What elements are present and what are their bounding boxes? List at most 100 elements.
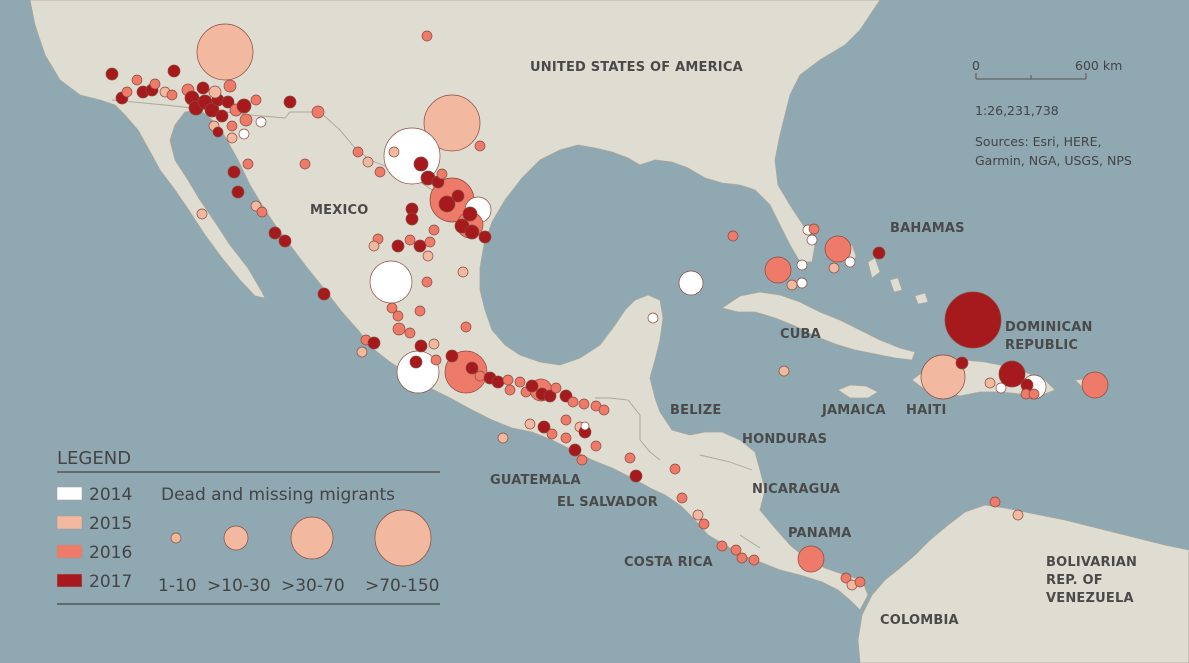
incident-marker <box>283 95 297 109</box>
incident-marker <box>422 250 434 262</box>
incident-marker <box>464 224 480 240</box>
incident-marker <box>998 360 1026 388</box>
incident-marker <box>567 396 579 408</box>
incident-marker <box>414 305 426 317</box>
incident-marker <box>474 370 486 382</box>
incident-marker <box>392 322 406 336</box>
incident-marker <box>525 379 539 393</box>
label-dominican-republic-line1: DOMINICAN <box>1005 320 1093 335</box>
land-south-america <box>857 504 1189 663</box>
incident-marker <box>445 349 459 363</box>
label-usa: UNITED STATES OF AMERICA <box>530 60 743 75</box>
incident-marker <box>421 276 433 288</box>
incident-marker <box>474 140 486 152</box>
incident-marker <box>560 414 572 426</box>
incident-marker <box>317 287 331 301</box>
incident-marker <box>367 336 381 350</box>
legend-size-marker-xlarge <box>374 509 432 567</box>
incident-marker <box>669 463 681 475</box>
incident-marker <box>828 262 840 274</box>
incident-marker <box>311 105 325 119</box>
label-colombia: COLOMBIA <box>880 613 959 628</box>
incident-marker <box>239 113 253 127</box>
incident-marker <box>167 64 181 78</box>
incident-marker <box>568 443 582 457</box>
incident-marker <box>256 206 268 218</box>
incident-marker <box>212 126 224 138</box>
scale-start-label: 0 <box>972 58 980 73</box>
incident-marker <box>537 420 551 434</box>
incident-marker <box>550 382 562 394</box>
incident-marker <box>560 432 572 444</box>
incident-marker <box>854 576 866 588</box>
incident-marker <box>404 234 416 246</box>
legend-title: LEGEND <box>57 448 131 469</box>
incident-marker <box>806 234 818 246</box>
incident-marker <box>580 421 590 431</box>
label-mexico: MEXICO <box>310 203 368 218</box>
legend-year-2016: 2016 <box>89 543 132 563</box>
incident-marker <box>268 226 282 240</box>
label-guatemala: GUATEMALA <box>490 473 581 488</box>
incident-marker <box>676 492 688 504</box>
incident-marker <box>698 518 710 530</box>
legend-swatch-2014 <box>56 486 83 501</box>
incident-marker <box>428 224 440 236</box>
legend-year-2017: 2017 <box>89 572 132 592</box>
incident-marker <box>383 127 441 185</box>
legend: LEGEND 2014 2015 2016 2017 Dead and miss… <box>56 448 440 605</box>
incident-marker <box>797 545 825 573</box>
land-jamaica <box>837 384 879 399</box>
incident-marker <box>405 212 419 226</box>
incident-marker <box>404 327 416 339</box>
label-el-salvador: EL SALVADOR <box>557 495 658 510</box>
incident-marker <box>131 74 143 86</box>
incident-marker <box>1028 388 1040 400</box>
incident-marker <box>368 240 380 252</box>
legend-subtitle: Dead and missing migrants <box>161 485 395 505</box>
land-cuba <box>721 291 916 361</box>
label-cuba: CUBA <box>780 327 821 342</box>
incident-marker <box>590 440 602 452</box>
incident-marker <box>647 312 659 324</box>
incident-marker <box>872 246 886 260</box>
legend-year-2015: 2015 <box>89 514 132 534</box>
incident-marker <box>221 95 235 109</box>
incident-marker <box>955 356 969 370</box>
label-haiti: HAITI <box>906 403 946 418</box>
label-dominican-republic-line2: REPUBLIC <box>1005 338 1078 353</box>
incident-marker <box>299 158 311 170</box>
incident-marker <box>692 509 704 521</box>
incident-marker <box>840 572 852 584</box>
scale-ratio: 1:26,231,738 <box>975 103 1059 118</box>
incident-marker <box>624 452 636 464</box>
incident-marker <box>424 236 436 248</box>
incident-marker <box>598 404 610 416</box>
incident-marker <box>413 239 427 253</box>
incident-marker <box>196 81 210 95</box>
incident-marker <box>546 428 558 440</box>
incident-marker <box>576 454 588 466</box>
incident-marker <box>578 398 590 410</box>
label-venezuela-line3: VENEZUELA <box>1046 591 1134 606</box>
incident-marker <box>796 277 808 289</box>
legend-size-label-4: >70-150 <box>365 576 439 596</box>
incident-marker <box>764 256 792 284</box>
incident-marker <box>786 279 798 291</box>
incident-marker <box>423 94 481 152</box>
incident-marker <box>223 79 237 93</box>
incident-marker <box>149 78 161 90</box>
incident-marker <box>678 270 704 296</box>
incident-marker <box>236 98 252 114</box>
incident-marker <box>413 156 429 172</box>
incident-marker <box>352 146 364 158</box>
label-belize: BELIZE <box>670 403 721 418</box>
land-north-america <box>29 0 881 611</box>
incident-marker <box>428 338 440 350</box>
label-panama: PANAMA <box>788 526 852 541</box>
incident-marker <box>716 540 728 552</box>
incident-marker <box>778 365 790 377</box>
incident-marker <box>208 85 222 99</box>
incident-marker <box>362 156 374 168</box>
incident-marker <box>808 223 820 235</box>
